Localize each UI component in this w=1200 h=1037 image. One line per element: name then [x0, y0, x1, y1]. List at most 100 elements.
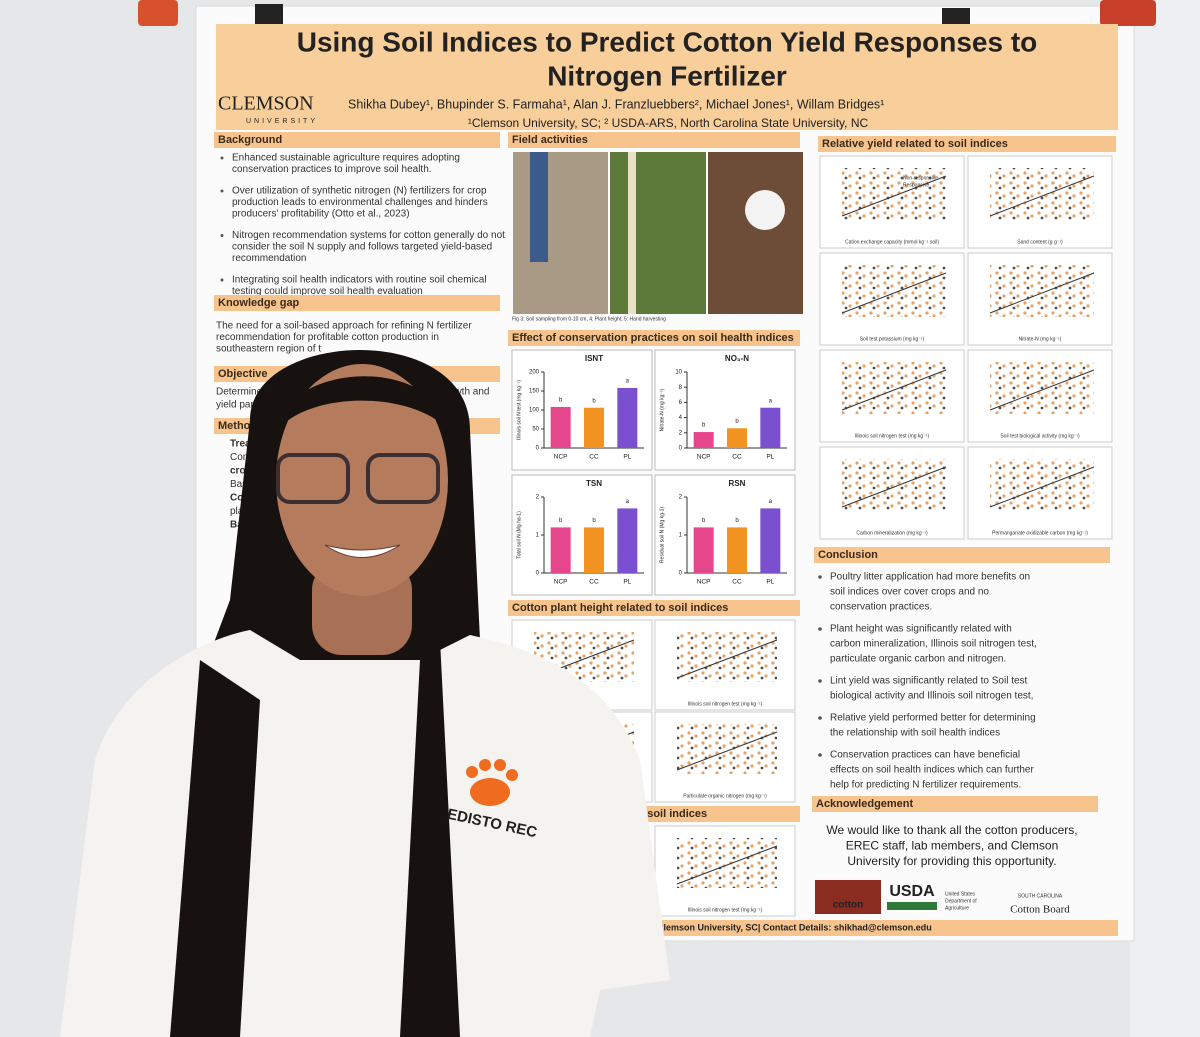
text: Integrating soil health indicators with … [232, 275, 487, 286]
trend-line [989, 272, 1095, 314]
text: southeastern region of t [216, 344, 321, 355]
text: testing could improve soil health evalua… [232, 286, 423, 297]
text: crops [230, 466, 258, 477]
section-heading-bar [814, 547, 1110, 563]
y-tick-label: 10 [675, 370, 682, 376]
text: Clemson University, SC| Contact Details:… [657, 922, 932, 932]
text: Agriculture [945, 905, 969, 911]
scatter-points [842, 459, 946, 511]
usda-stripe [887, 902, 937, 910]
x-tick-label: NCP [697, 579, 711, 586]
trend-line [841, 369, 947, 411]
text: the relationship with soil health indice… [830, 728, 1000, 739]
y-tick-label: 150 [529, 389, 540, 395]
text: recommendation for profitable cotton pro… [216, 332, 439, 343]
section-heading-bar [508, 600, 800, 616]
photo-soil-sampling [513, 152, 608, 314]
y-tick-label: 2 [536, 495, 540, 501]
scatter-points [677, 724, 777, 774]
text: CLEMSON [218, 93, 314, 115]
bar [550, 527, 571, 573]
y-tick-label: 1 [679, 533, 683, 539]
text: growth and [440, 387, 489, 398]
text: Shikha Dubey¹, Bhupinder S. Farmaha¹, Al… [348, 97, 884, 111]
bullet [818, 716, 822, 720]
section-heading: Knowledge gap [218, 297, 300, 309]
face [276, 364, 448, 596]
significance-letter: a [769, 398, 773, 404]
significance-letter: b [735, 518, 739, 524]
scatter-points [677, 838, 777, 888]
text: EREC staff, lab members, and Clemson [846, 839, 1059, 853]
bar [727, 527, 747, 573]
x-tick-label: CC [589, 579, 599, 586]
x-tick-label: NCP [697, 454, 711, 461]
significance-letter: b [592, 398, 596, 404]
y-tick-label: 100 [529, 408, 540, 414]
bar [760, 508, 781, 573]
chart-title: TSN [586, 479, 602, 488]
x-tick-label: CC [732, 454, 742, 461]
bullet [220, 234, 224, 237]
text: particulate organic carbon and nitrogen. [830, 654, 1006, 665]
text: conservation practices. [830, 602, 932, 613]
text: Soil test biological activity (mg kg⁻¹) [1000, 433, 1080, 439]
text: Cotton Board [1010, 904, 1070, 916]
section-heading: Background [218, 134, 282, 146]
section-heading: Acknowledgement [816, 798, 914, 810]
text: SOUTH CAROLINA [1018, 893, 1063, 899]
trend-line [989, 369, 1095, 411]
cotton-logo [815, 880, 881, 914]
bullet [220, 156, 224, 160]
text: Soil test potassium (mg kg⁻¹) [860, 336, 925, 342]
chart-title: RSN [729, 479, 746, 488]
cotton-boll [745, 190, 785, 230]
scatter-points [842, 362, 946, 414]
hair-front [170, 660, 260, 1037]
scatter-points [990, 265, 1094, 317]
smile [324, 544, 401, 558]
x-tick-label: NCP [554, 579, 568, 586]
trend-line [676, 731, 778, 771]
x-tick-label: PL [623, 579, 631, 586]
binder-clip [942, 8, 970, 28]
text: Carbon mineralization (mg kg⁻¹) [856, 530, 928, 536]
trend-line [676, 845, 778, 885]
y-tick-label: 2 [679, 430, 683, 436]
section-heading: Objective [218, 368, 268, 380]
text: Illinois soil nitrogen test (mg kg⁻¹) [688, 701, 763, 707]
bar [760, 407, 781, 448]
y-tick-label: 2 [679, 495, 683, 501]
bar [617, 387, 638, 448]
y-tick-label: 0 [536, 446, 540, 452]
photo-ruler [628, 152, 636, 314]
text: Particulate organic nitrogen (mg kg⁻¹) [683, 793, 767, 799]
hair-back [400, 640, 460, 1037]
trend-line [989, 175, 1095, 217]
y-tick-label: 6 [679, 400, 683, 406]
bullet [818, 753, 822, 757]
y-tick-label: 200 [529, 370, 540, 376]
text: soil indices over cover crops and no [830, 587, 989, 598]
wall-right [1130, 0, 1200, 1037]
text: Conse [230, 452, 259, 463]
y-tick-label: 0 [679, 571, 683, 577]
text: Sand content (g g⁻¹) [1017, 239, 1063, 245]
y-axis-label: Residual soil N (Mg kg-1) [659, 507, 665, 563]
significance-letter: b [592, 518, 596, 524]
shirt [60, 630, 670, 1037]
text: biological activity and Illinois soil ni… [830, 691, 1033, 702]
x-tick-label: NCP [554, 454, 568, 461]
x-tick-label: PL [623, 454, 631, 461]
y-tick-label: 0 [536, 571, 540, 577]
section-heading-bar [508, 330, 800, 346]
text: conservation practices to improve soil h… [232, 164, 432, 175]
text: Department of [945, 898, 977, 904]
text: Relative yield performed better for dete… [830, 713, 1036, 724]
significance-letter: a [626, 379, 630, 385]
trend-line [841, 175, 947, 217]
bar [584, 407, 604, 448]
bullet [818, 679, 822, 683]
section-heading-bar [508, 132, 800, 148]
